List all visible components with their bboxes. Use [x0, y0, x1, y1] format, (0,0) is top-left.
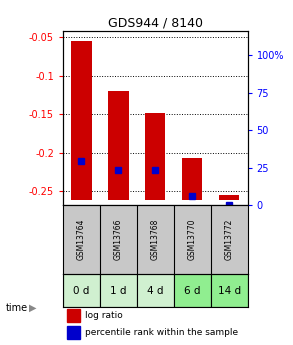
Bar [174, 275, 211, 307]
Text: 4 d: 4 d [147, 286, 163, 296]
Bar [211, 275, 248, 307]
Text: percentile rank within the sample: percentile rank within the sample [85, 328, 238, 337]
Bar [67, 309, 80, 323]
Text: ▶: ▶ [29, 303, 37, 313]
Text: GSM13768: GSM13768 [151, 219, 160, 260]
Text: 0 d: 0 d [73, 286, 90, 296]
Text: 1 d: 1 d [110, 286, 127, 296]
Bar [137, 275, 174, 307]
Bar [145, 112, 166, 200]
Text: GSM13770: GSM13770 [188, 219, 197, 260]
Bar [63, 275, 100, 307]
Bar [108, 91, 129, 200]
Text: GSM13764: GSM13764 [77, 219, 86, 260]
Bar [100, 275, 137, 307]
Bar [219, 195, 239, 200]
Text: time: time [6, 303, 28, 313]
Bar [67, 326, 80, 339]
Text: GSM13766: GSM13766 [114, 219, 123, 260]
Bar [182, 158, 202, 200]
Bar [71, 41, 92, 200]
Text: GSM13772: GSM13772 [225, 219, 234, 260]
Text: log ratio: log ratio [85, 311, 123, 320]
Text: 6 d: 6 d [184, 286, 200, 296]
Text: 14 d: 14 d [218, 286, 241, 296]
Title: GDS944 / 8140: GDS944 / 8140 [108, 17, 203, 30]
